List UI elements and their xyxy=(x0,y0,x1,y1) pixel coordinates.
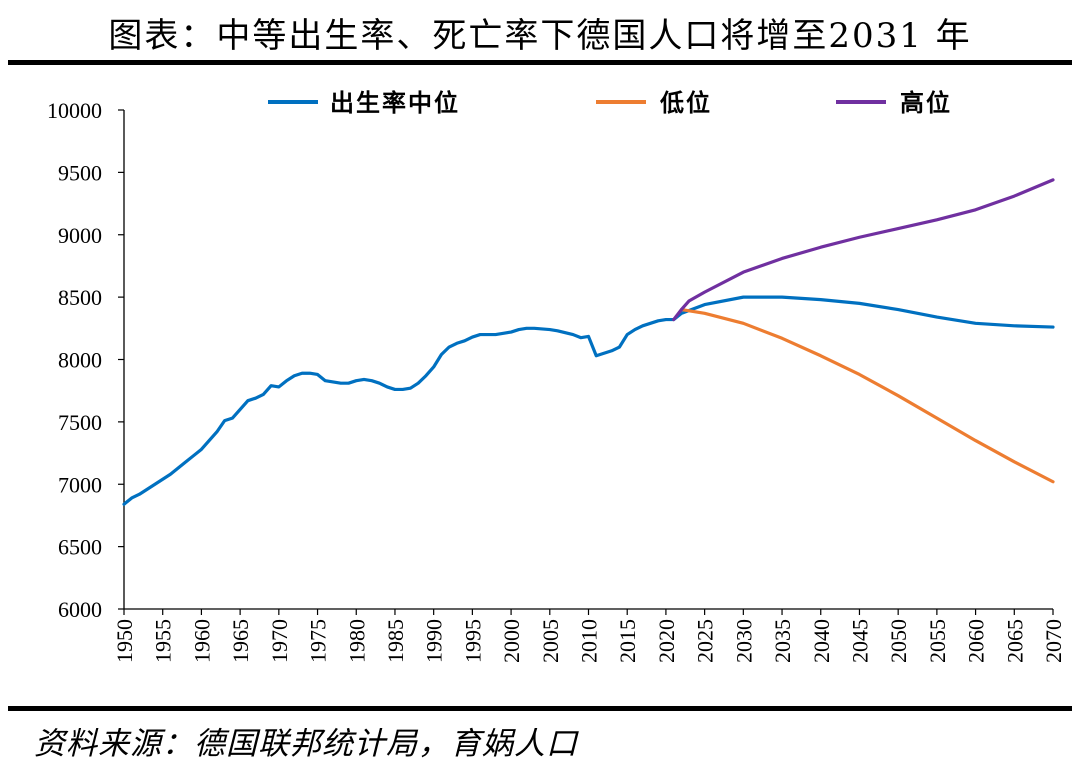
y-tick-label: 7000 xyxy=(58,472,102,497)
y-tick-label: 9500 xyxy=(58,160,102,185)
x-tick-label: 1995 xyxy=(460,619,485,663)
x-tick-label: 2010 xyxy=(577,619,602,663)
source-note: 资料来源：德国联邦统计局，育娲人口 xyxy=(34,726,578,762)
x-tick-label: 2040 xyxy=(809,619,834,663)
x-tick-label: 2065 xyxy=(1002,619,1027,663)
x-tick-label: 1985 xyxy=(383,619,408,663)
x-tick-label: 2070 xyxy=(1041,619,1066,663)
y-tick-label: 9000 xyxy=(58,223,102,248)
y-tick-label: 8000 xyxy=(58,348,102,373)
chart-axes xyxy=(123,110,1053,610)
y-axis-ticks: 6000 6500 7000 7500 8000 8500 9000 9500 10000 xyxy=(47,98,124,622)
chart-legend: 出生率中位 低位 高位 xyxy=(268,89,952,117)
x-tick-label: 2055 xyxy=(925,619,950,663)
x-tick-label: 2005 xyxy=(538,619,563,663)
x-tick-label: 2045 xyxy=(847,619,872,663)
top-divider xyxy=(8,60,1072,65)
x-tick-label: 1980 xyxy=(344,619,369,663)
x-tick-label: 1965 xyxy=(228,619,253,663)
x-axis-ticks: 1950 1955 1960 1965 1970 1975 1980 1985 1990 1995… xyxy=(112,609,1066,663)
x-tick-label: 2030 xyxy=(731,619,756,663)
series-line-2 xyxy=(672,178,1055,322)
x-tick-label: 1950 xyxy=(112,619,137,663)
x-tick-label: 2035 xyxy=(770,619,795,663)
bottom-divider xyxy=(8,706,1072,711)
x-tick-label: 2020 xyxy=(654,619,679,663)
series-line-0 xyxy=(122,295,1055,506)
legend-label-0: 出生率中位 xyxy=(330,89,460,117)
y-tick-label: 8500 xyxy=(58,285,102,310)
x-tick-label: 1990 xyxy=(422,619,447,663)
y-tick-label: 10000 xyxy=(47,98,102,123)
x-tick-label: 2060 xyxy=(964,619,989,663)
y-tick-label: 6000 xyxy=(58,597,102,622)
y-tick-label: 6500 xyxy=(58,535,102,560)
x-tick-label: 1960 xyxy=(189,619,214,663)
x-tick-label: 1955 xyxy=(151,619,176,663)
y-tick-label: 7500 xyxy=(58,410,102,435)
chart-lines xyxy=(122,178,1055,506)
x-tick-label: 2025 xyxy=(693,619,718,663)
series-line-1 xyxy=(679,308,1055,484)
x-tick-label: 2050 xyxy=(886,619,911,663)
x-tick-label: 1975 xyxy=(306,619,331,663)
x-tick-label: 2000 xyxy=(499,619,524,663)
page-title: 图表：中等出生率、死亡率下德国人口将增至2031 年 xyxy=(108,16,972,56)
legend-label-2: 高位 xyxy=(900,89,952,117)
legend-label-1: 低位 xyxy=(659,89,712,117)
x-tick-label: 2015 xyxy=(615,619,640,663)
x-tick-label: 1970 xyxy=(267,619,292,663)
